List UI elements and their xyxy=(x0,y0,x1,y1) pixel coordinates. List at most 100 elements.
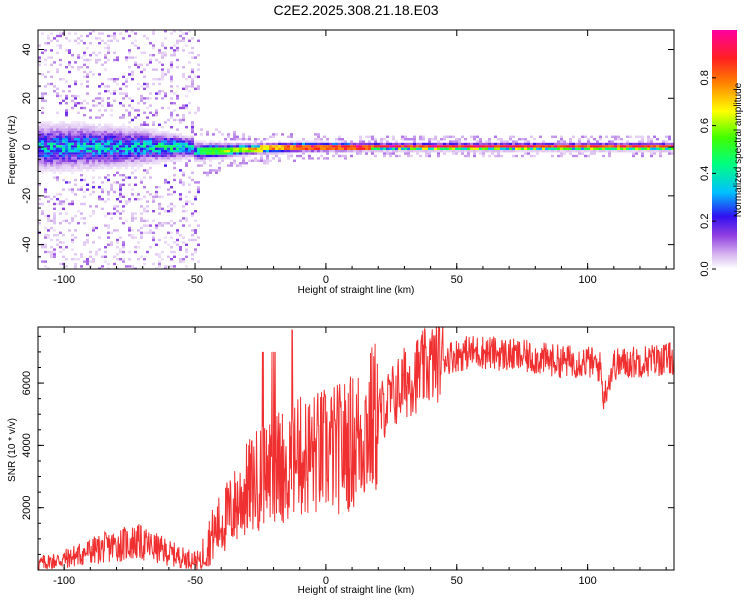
heatmap-cell xyxy=(212,157,215,160)
heatmap-cell xyxy=(242,142,245,146)
heatmap-cell xyxy=(650,142,653,146)
heatmap-cell xyxy=(545,150,548,153)
heatmap-cell xyxy=(185,195,188,198)
heatmap-cell xyxy=(218,147,221,150)
heatmap-cell xyxy=(392,152,395,155)
heatmap-cell xyxy=(467,147,470,150)
heatmap-cell xyxy=(92,73,95,76)
heatmap-cell xyxy=(164,30,167,33)
heatmap-cell xyxy=(56,130,59,134)
heatmap-cell xyxy=(116,162,119,165)
heatmap-cell xyxy=(620,150,623,153)
heatmap-cell xyxy=(155,154,158,158)
heatmap-cell xyxy=(401,147,404,150)
heatmap-cell xyxy=(77,164,80,167)
heatmap-cell xyxy=(581,135,584,138)
heatmap-cell xyxy=(509,138,512,141)
heatmap-cell xyxy=(467,150,470,153)
heatmap-cell xyxy=(104,246,107,249)
heatmap-cell xyxy=(185,106,188,110)
heatmap-cell xyxy=(224,150,227,153)
heatmap-cell xyxy=(167,152,170,155)
heatmap-cell xyxy=(149,138,152,141)
heatmap-cell xyxy=(521,142,524,146)
heatmap-cell xyxy=(137,166,140,170)
heatmap-cell xyxy=(191,121,194,124)
heatmap-cell xyxy=(68,169,71,172)
heatmap-cell xyxy=(173,154,176,158)
heatmap-cell xyxy=(257,150,260,153)
heatmap-cell xyxy=(53,90,56,93)
heatmap-cell xyxy=(41,152,44,155)
heatmap-cell xyxy=(362,140,365,143)
heatmap-cell xyxy=(53,126,56,129)
heatmap-cell xyxy=(593,138,596,141)
heatmap-cell xyxy=(560,138,563,141)
heatmap-cell xyxy=(353,150,356,153)
heatmap-cell xyxy=(95,147,98,150)
heatmap-cell xyxy=(296,154,299,158)
heatmap-cell xyxy=(128,154,131,158)
heatmap-cell xyxy=(128,128,131,131)
heatmap-cell xyxy=(116,229,119,232)
heatmap-cell xyxy=(53,138,56,141)
heatmap-cell xyxy=(83,140,86,143)
heatmap-cell xyxy=(140,138,143,141)
heatmap-cell xyxy=(77,154,80,158)
heatmap-cell xyxy=(323,147,326,150)
heatmap-cell xyxy=(83,157,86,160)
heatmap-cell xyxy=(170,133,173,136)
heatmap-cell xyxy=(515,154,518,158)
heatmap-cell xyxy=(647,135,650,138)
heatmap-cell xyxy=(131,219,134,222)
heatmap-cell xyxy=(188,61,191,64)
heatmap-cell xyxy=(107,97,110,100)
heatmap-cell xyxy=(200,159,203,162)
heatmap-cell xyxy=(488,150,491,153)
heatmap-cell xyxy=(95,157,98,160)
heatmap-cell xyxy=(395,140,398,143)
heatmap-cell xyxy=(272,142,275,146)
heatmap-cell xyxy=(59,142,62,146)
heatmap-cell xyxy=(272,152,275,155)
heatmap-cell xyxy=(461,142,464,146)
heatmap-cell xyxy=(74,265,77,268)
heatmap-cell xyxy=(128,265,131,268)
heatmap-cell xyxy=(506,145,509,148)
heatmap-cell xyxy=(62,164,65,167)
heatmap-cell xyxy=(401,138,404,141)
heatmap-cell xyxy=(266,157,269,160)
heatmap-cell xyxy=(176,114,179,117)
heatmap-cell xyxy=(47,128,50,131)
heatmap-cell xyxy=(62,121,65,124)
heatmap-cell xyxy=(53,130,56,134)
heatmap-cell xyxy=(236,152,239,155)
heatmap-cell xyxy=(236,147,239,150)
heatmap-cell xyxy=(50,150,53,153)
heatmap-cell xyxy=(71,106,74,110)
heatmap-cell xyxy=(290,133,293,136)
heatmap-cell xyxy=(41,73,44,76)
heatmap-cell xyxy=(44,133,47,136)
heatmap-cell xyxy=(98,157,101,160)
heatmap-cell xyxy=(89,260,92,263)
heatmap-cell xyxy=(170,250,173,254)
heatmap-cell xyxy=(98,58,101,62)
heatmap-cell xyxy=(65,102,68,105)
heatmap-cell xyxy=(446,150,449,153)
heatmap-cell xyxy=(131,147,134,150)
heatmap-cell xyxy=(98,145,101,148)
heatmap-cell xyxy=(77,166,80,170)
heatmap-cell xyxy=(545,142,548,146)
heatmap-cell xyxy=(608,142,611,146)
heatmap-cell xyxy=(47,229,50,232)
heatmap-cell xyxy=(101,190,104,194)
heatmap-cell xyxy=(128,104,131,107)
heatmap-cell xyxy=(128,121,131,124)
heatmap-cell xyxy=(137,109,140,112)
heatmap-cell xyxy=(47,250,50,254)
heatmap-cell xyxy=(137,193,140,196)
heatmap-cell xyxy=(584,147,587,150)
heatmap-cell xyxy=(362,145,365,148)
heatmap-cell xyxy=(587,145,590,148)
